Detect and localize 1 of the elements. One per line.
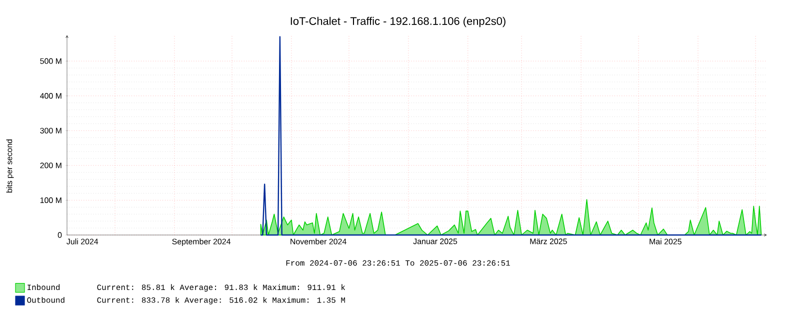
chart-title: IoT-Chalet - Traffic - 192.168.1.106 (enp2s0)	[290, 16, 506, 28]
